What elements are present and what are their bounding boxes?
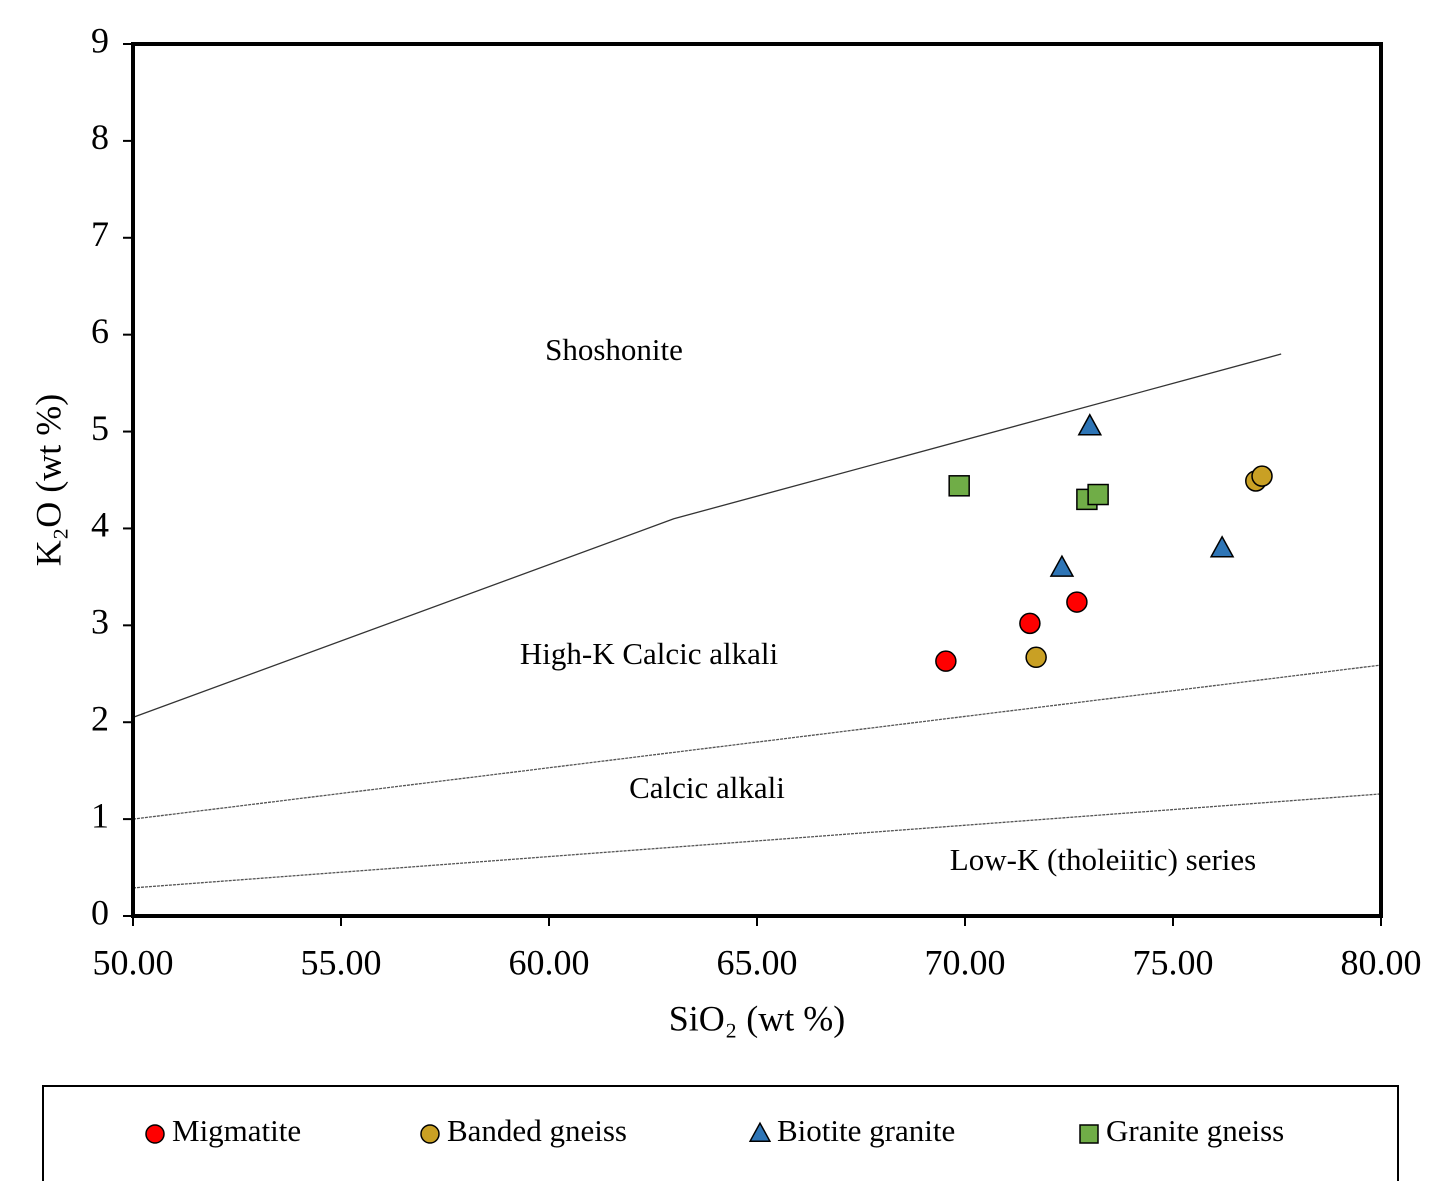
y-tick-label: 4 [91, 505, 109, 545]
marker [948, 475, 970, 497]
y-tick-label: 3 [91, 602, 109, 642]
legend-label: Migmatite [172, 1113, 301, 1148]
marker [1209, 535, 1235, 558]
x-tick-label: 80.00 [1341, 942, 1422, 982]
y-tick-label: 8 [91, 117, 109, 157]
region-label: Calcic alkali [629, 770, 785, 805]
legend-marker [1079, 1124, 1099, 1144]
y-tick-label: 5 [91, 408, 109, 448]
region-label: Shoshonite [545, 332, 683, 367]
region-label: High-K Calcic alkali [520, 636, 779, 671]
boundary-line [132, 793, 1382, 889]
marker [1087, 483, 1109, 506]
marker [1066, 591, 1088, 613]
x-tick-label: 55.00 [301, 942, 382, 982]
marker [935, 650, 957, 672]
plot-frame [131, 42, 1383, 918]
legend-marker [748, 1121, 772, 1142]
legend-marker [420, 1124, 440, 1144]
region-label: Low-K (tholeiitic) series [950, 842, 1256, 877]
x-tick-label: 60.00 [509, 942, 590, 982]
x-tick-label: 70.00 [925, 942, 1006, 982]
y-tick-label: 7 [91, 214, 109, 254]
boundary-line [132, 353, 1282, 718]
legend-marker [145, 1124, 165, 1144]
y-axis-title: K₂O (wt %) [28, 394, 68, 567]
x-tick-label: 65.00 [717, 942, 798, 982]
y-tick-label: 2 [91, 698, 109, 738]
marker [1251, 465, 1273, 487]
y-tick-label: 6 [91, 311, 109, 351]
marker [1077, 413, 1103, 436]
x-axis-title: SiO₂ (wt %) [669, 998, 846, 1038]
boundary-line [132, 664, 1382, 820]
legend-label: Biotite granite [777, 1113, 955, 1148]
marker [1019, 612, 1041, 635]
marker [1049, 554, 1075, 577]
legend-box [42, 1085, 1399, 1181]
y-tick-label: 9 [91, 20, 109, 60]
marker [1025, 646, 1047, 669]
y-tick-label: 1 [91, 795, 109, 835]
legend-label: Banded gneiss [447, 1113, 627, 1148]
x-tick-label: 50.00 [93, 942, 174, 982]
legend-label: Granite gneiss [1106, 1113, 1284, 1148]
y-tick-label: 0 [91, 892, 109, 932]
x-tick-label: 75.00 [1133, 942, 1214, 982]
